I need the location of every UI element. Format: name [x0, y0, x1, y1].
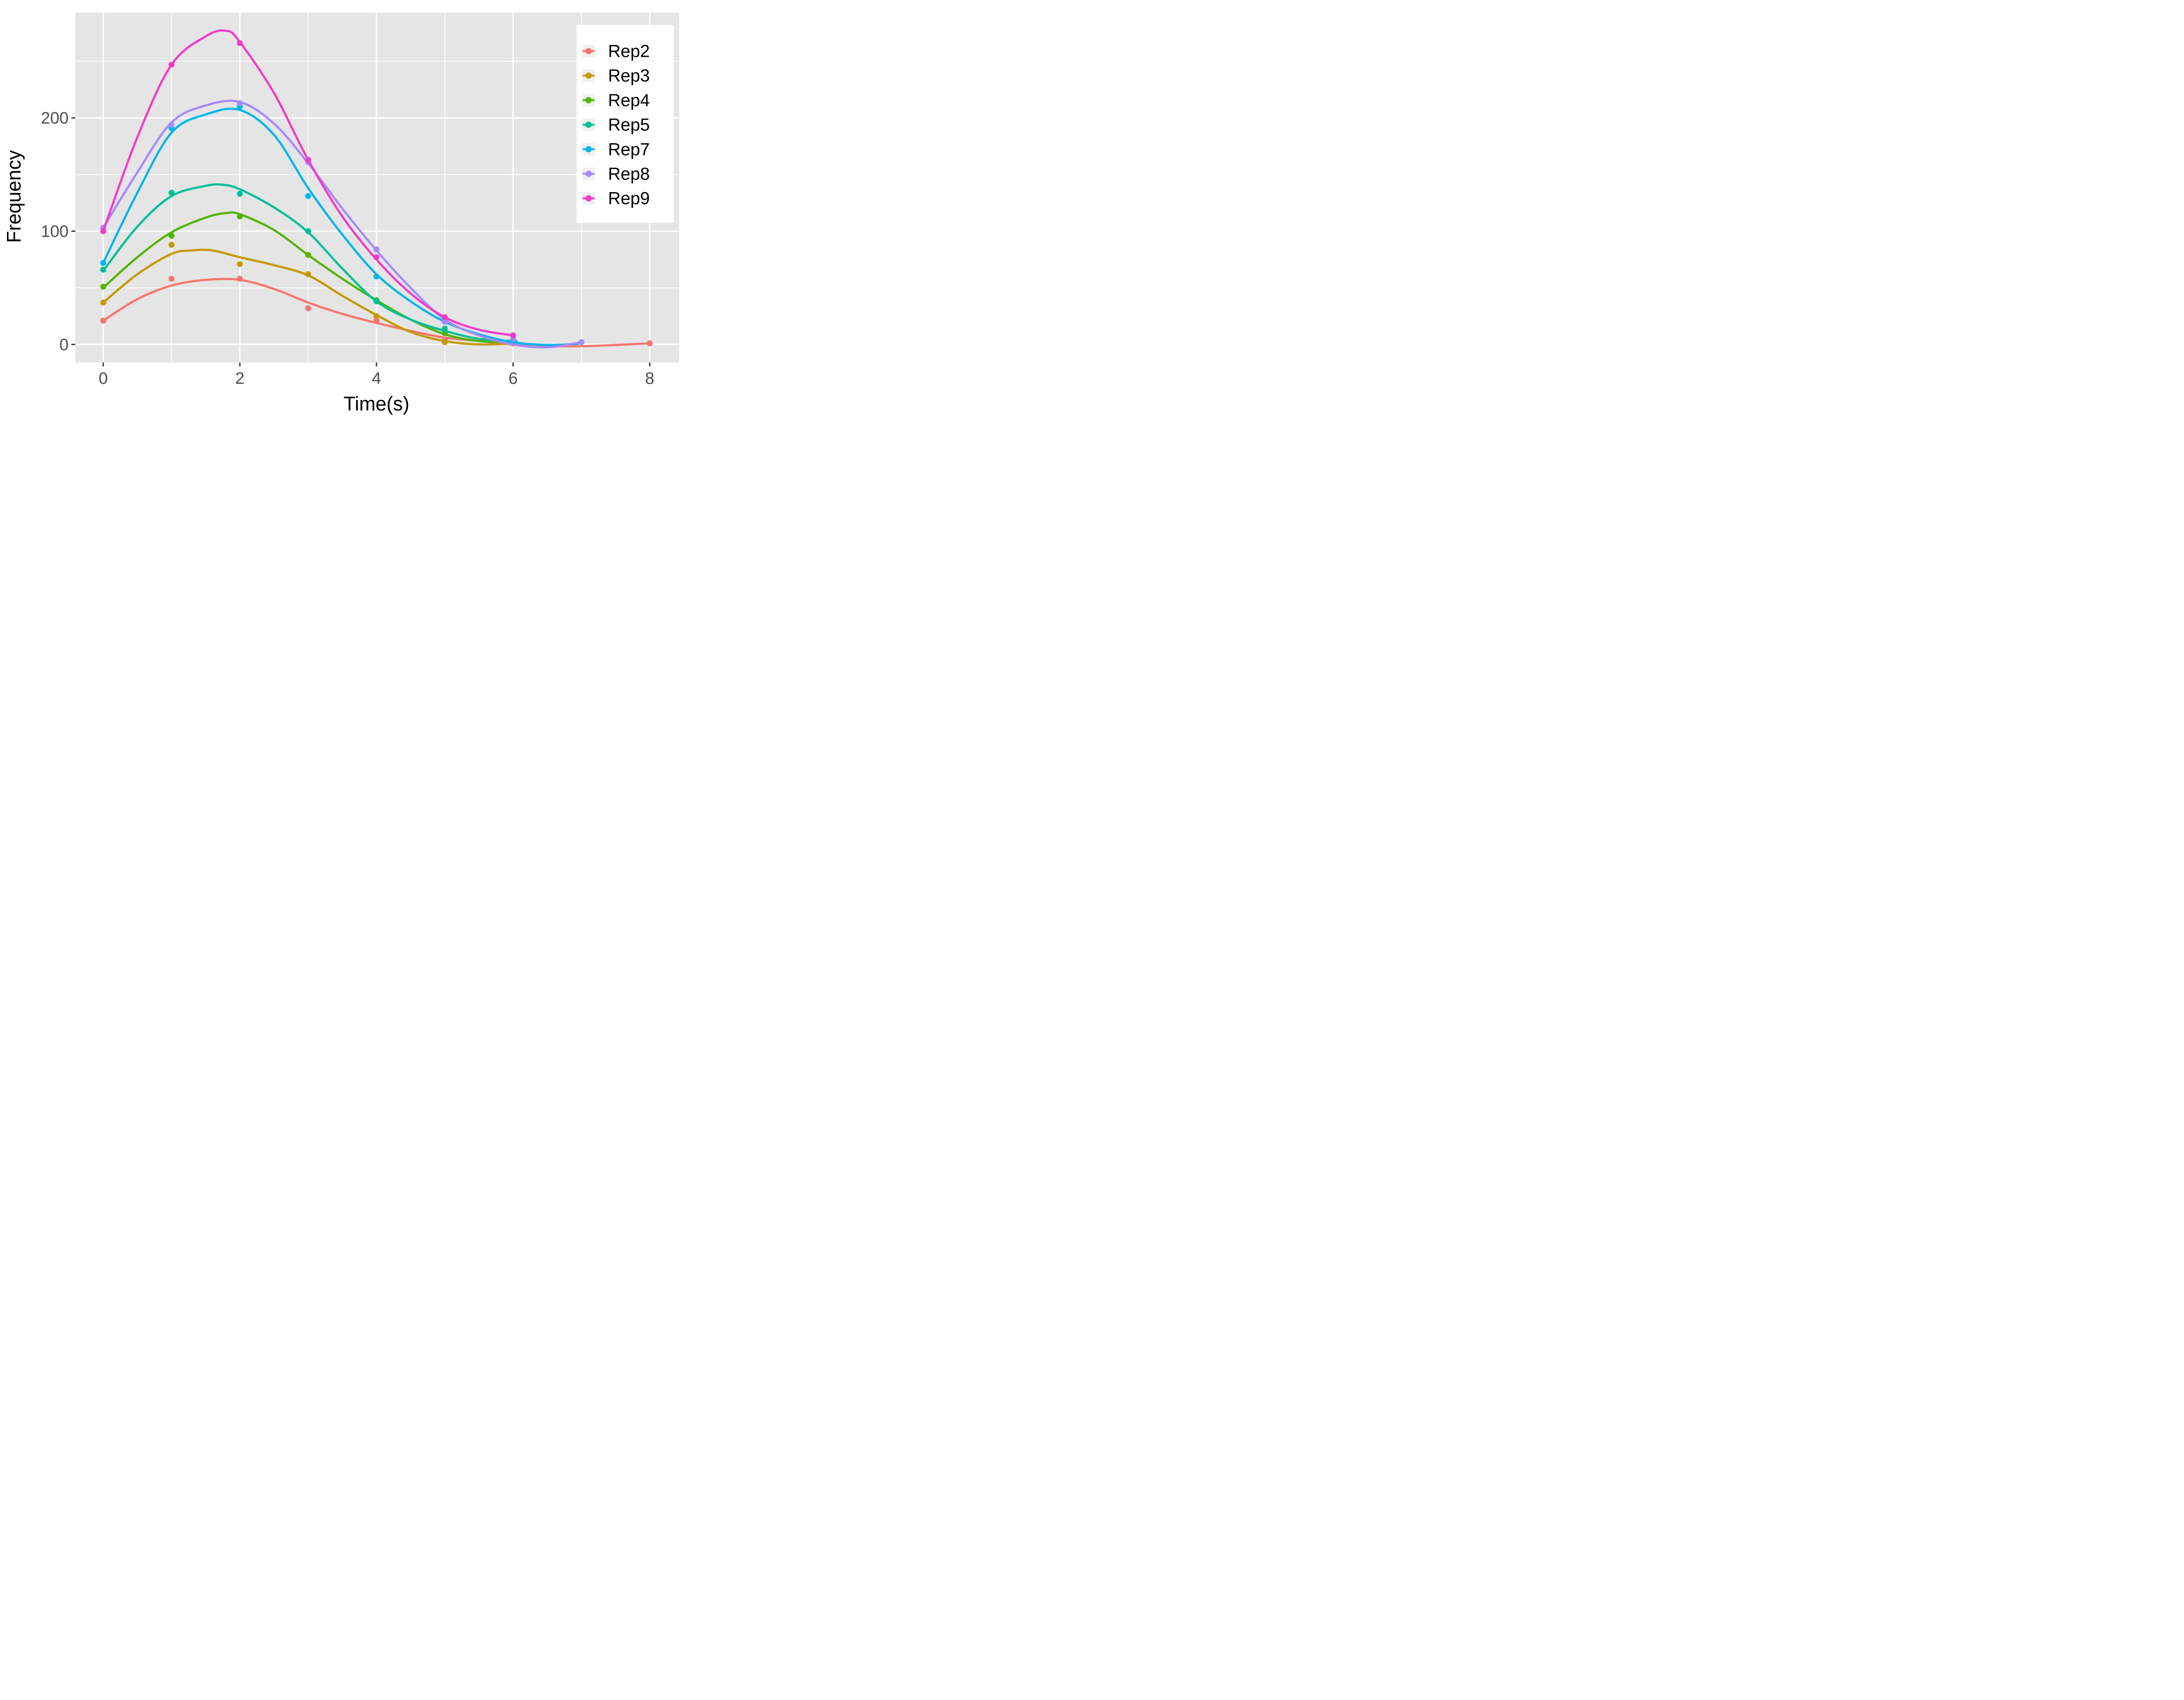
data-point-Rep5 [168, 190, 175, 196]
data-point-Rep8 [168, 121, 175, 128]
data-point-Rep5 [442, 325, 448, 332]
data-point-Rep9 [442, 314, 448, 321]
data-point-Rep2 [237, 276, 243, 282]
data-point-Rep3 [237, 261, 243, 267]
x-tick-label: 4 [372, 369, 381, 388]
legend-label: Rep4 [608, 91, 650, 110]
y-tick-label: 0 [59, 336, 69, 354]
smooth-curve-Rep5 [102, 183, 518, 342]
data-point-Rep9 [237, 40, 243, 46]
legend-item-Rep4: Rep4 [582, 91, 650, 110]
legend-key-point-icon [585, 72, 592, 79]
data-point-Rep4 [168, 232, 175, 239]
data-point-Rep2 [168, 276, 175, 282]
data-point-Rep3 [373, 313, 380, 319]
legend-label: Rep9 [608, 189, 650, 208]
series-Rep9 [100, 29, 516, 338]
legend-label: Rep5 [608, 115, 650, 134]
axis-ticks [71, 117, 650, 366]
x-tick-label: 0 [99, 369, 108, 388]
data-point-Rep3 [305, 271, 311, 277]
x-tick-label: 8 [645, 369, 654, 388]
data-point-Rep8 [237, 100, 243, 107]
legend-key-point-icon [585, 121, 592, 128]
data-point-Rep9 [305, 157, 311, 163]
data-point-Rep2 [373, 317, 380, 324]
data-point-Rep5 [373, 298, 380, 305]
legend-item-Rep8: Rep8 [582, 165, 650, 184]
data-point-Rep5 [305, 228, 311, 234]
x-tick-label: 6 [508, 369, 518, 388]
data-point-Rep7 [100, 260, 107, 266]
legend-label: Rep8 [608, 165, 650, 184]
data-point-Rep8 [578, 339, 584, 345]
legend-item-Rep3: Rep3 [582, 66, 650, 86]
data-point-Rep4 [100, 283, 107, 290]
legend-label: Rep3 [608, 66, 650, 86]
legend-item-Rep5: Rep5 [582, 115, 650, 134]
legend-key-point-icon [585, 170, 592, 177]
legend-key-point-icon [585, 48, 592, 55]
data-point-Rep7 [373, 273, 380, 279]
smooth-curve-Rep7 [102, 107, 579, 346]
data-point-Rep9 [100, 228, 107, 234]
legend-key-point-icon [585, 97, 592, 103]
legend: Rep2 Rep3 Rep4 Rep5 Rep7 Rep8 Rep9 [577, 25, 674, 223]
data-point-Rep2 [100, 317, 107, 324]
data-point-Rep8 [442, 319, 448, 325]
legend-label: Rep7 [608, 140, 650, 159]
smooth-curve-Rep3 [102, 248, 518, 346]
legend-item-Rep9: Rep9 [582, 189, 650, 208]
x-axis-title: Time(s) [343, 393, 409, 415]
data-point-Rep9 [168, 62, 175, 68]
chart-svg: 0 2 4 6 8 0 100 200 Time(s) Frequency Rep2 Rep3 Rep4… [0, 0, 688, 425]
data-point-Rep3 [100, 300, 107, 306]
smooth-curve-Rep9 [102, 29, 515, 337]
data-point-Rep3 [442, 339, 448, 345]
legend-item-Rep7: Rep7 [582, 140, 650, 159]
smooth-curve-Rep4 [102, 211, 518, 344]
data-point-Rep3 [168, 241, 175, 248]
legend-key-point-icon [585, 146, 592, 152]
data-point-Rep9 [510, 332, 516, 338]
chart-figure: 0 2 4 6 8 0 100 200 Time(s) Frequency Rep2 Rep3 Rep4… [0, 0, 688, 425]
data-point-Rep4 [305, 252, 311, 258]
y-tick-label: 100 [41, 222, 69, 241]
data-point-Rep5 [237, 190, 243, 197]
legend-item-Rep2: Rep2 [582, 42, 650, 61]
data-point-Rep2 [646, 340, 653, 347]
y-axis-title: Frequency [3, 150, 25, 243]
data-point-Rep5 [100, 266, 107, 273]
data-point-Rep9 [373, 254, 380, 260]
legend-label: Rep2 [608, 42, 650, 61]
y-tick-label: 200 [41, 109, 69, 128]
legend-key-point-icon [585, 195, 592, 202]
x-tick-label: 2 [235, 369, 245, 388]
data-point-Rep4 [237, 213, 243, 220]
data-point-Rep7 [305, 193, 311, 199]
data-point-Rep8 [373, 246, 380, 252]
data-point-Rep2 [305, 305, 311, 311]
